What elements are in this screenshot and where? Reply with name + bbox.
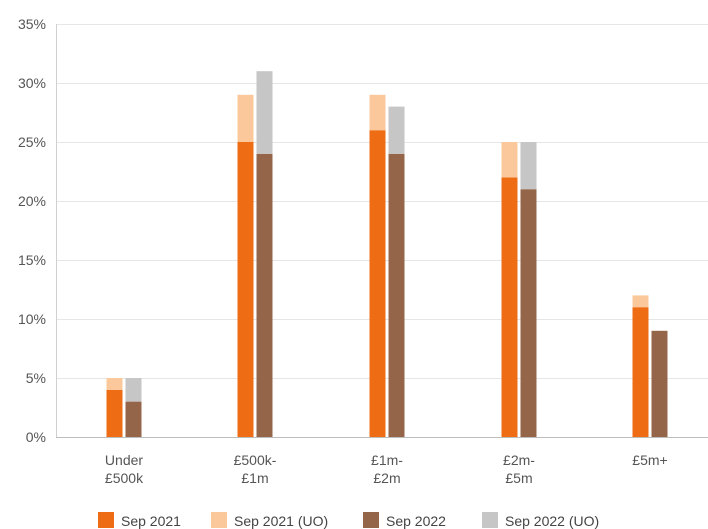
y-tick-label: 15% xyxy=(18,252,46,268)
bar xyxy=(237,142,254,437)
bar xyxy=(256,71,273,154)
legend-label: Sep 2021 (UO) xyxy=(234,513,328,529)
legend-label: Sep 2021 xyxy=(121,513,181,529)
bars xyxy=(106,71,668,438)
bar xyxy=(256,153,273,438)
x-tick-label: £5m+ xyxy=(632,452,667,468)
bar xyxy=(106,378,123,390)
bar xyxy=(369,94,386,131)
y-tick-label: 0% xyxy=(26,429,46,445)
x-tick-label: £500k- xyxy=(234,452,277,468)
bar xyxy=(520,142,537,190)
y-axis: 0% 5% 10% 15% 20% 25% 30% 35% xyxy=(18,16,57,445)
bar xyxy=(388,153,405,438)
bar xyxy=(651,330,668,437)
x-tick-label: £2m xyxy=(373,470,400,486)
x-tick-label: £5m xyxy=(505,470,532,486)
x-tick-label: £2m- xyxy=(503,452,535,468)
legend-swatch xyxy=(482,512,498,528)
bar xyxy=(237,94,254,142)
legend-swatch xyxy=(211,512,227,528)
bar xyxy=(369,130,386,437)
legend-swatch xyxy=(98,512,114,528)
x-axis: Under £500k £500k- £1m £1m- £2m £2m- £5m £5m+ xyxy=(105,452,668,486)
bar xyxy=(632,295,649,308)
legend-label: Sep 2022 xyxy=(386,513,446,529)
legend-label: Sep 2022 (UO) xyxy=(505,513,599,529)
bar xyxy=(106,389,123,437)
x-tick-label: Under xyxy=(105,452,143,468)
bar xyxy=(520,189,537,437)
bar xyxy=(125,401,142,437)
bar xyxy=(388,106,405,154)
y-tick-label: 10% xyxy=(18,311,46,327)
y-tick-label: 25% xyxy=(18,134,46,150)
bar xyxy=(501,177,518,437)
y-tick-label: 35% xyxy=(18,16,46,32)
x-tick-label: £500k xyxy=(105,470,144,486)
x-tick-label: £1m xyxy=(241,470,268,486)
bar xyxy=(501,142,518,178)
y-tick-label: 20% xyxy=(18,193,46,209)
legend: Sep 2021 Sep 2021 (UO) Sep 2022 Sep 2022 (U… xyxy=(98,512,599,529)
legend-swatch xyxy=(363,512,379,528)
bar xyxy=(125,378,142,402)
y-tick-label: 30% xyxy=(18,75,46,91)
y-tick-label: 5% xyxy=(26,370,46,386)
x-tick-label: £1m- xyxy=(371,452,403,468)
bar xyxy=(632,307,649,437)
